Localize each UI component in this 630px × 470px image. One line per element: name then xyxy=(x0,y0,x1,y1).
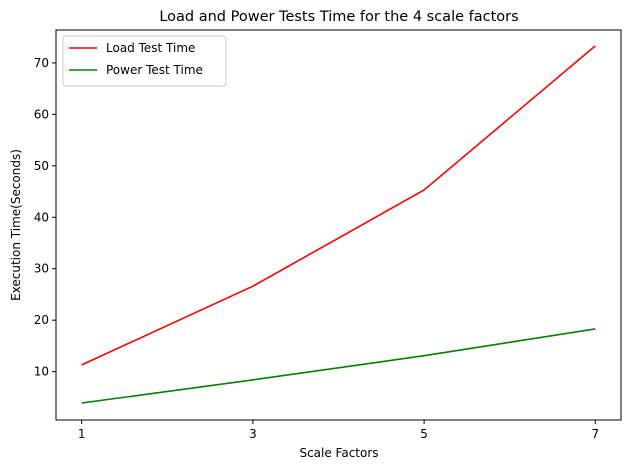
y-tick-label: 20 xyxy=(34,313,49,327)
legend-label-0: Load Test Time xyxy=(106,41,195,55)
y-tick-label: 40 xyxy=(34,210,49,224)
y-axis-label: Execution Time(Seconds) xyxy=(9,149,23,301)
chart-title: Load and Power Tests Time for the 4 scal… xyxy=(159,9,518,25)
x-tick-label: 7 xyxy=(591,427,599,441)
legend-box xyxy=(62,35,227,87)
x-tick-label: 5 xyxy=(420,427,428,441)
x-axis-ticks: 1 3 5 7 xyxy=(78,420,599,441)
y-tick-label: 50 xyxy=(34,159,49,173)
y-tick-label: 60 xyxy=(34,107,49,121)
x-tick-label: 3 xyxy=(249,427,257,441)
series-line-0 xyxy=(81,45,596,366)
legend-items: Load Test Time Power Test Time xyxy=(69,41,203,77)
legend-label-1: Power Test Time xyxy=(106,63,203,77)
plot-frame xyxy=(55,29,622,421)
x-tick-label: 1 xyxy=(78,427,86,441)
series-line-1 xyxy=(81,328,596,404)
y-tick-label: 30 xyxy=(34,262,49,276)
series-layer xyxy=(81,45,596,404)
y-tick-label: 10 xyxy=(34,365,49,379)
legend: Load Test Time Power Test Time xyxy=(62,35,227,87)
y-axis-ticks: 10 20 30 40 50 60 70 xyxy=(34,56,56,379)
y-tick-label: 70 xyxy=(34,56,49,70)
x-axis-label: Scale Factors xyxy=(299,446,378,460)
